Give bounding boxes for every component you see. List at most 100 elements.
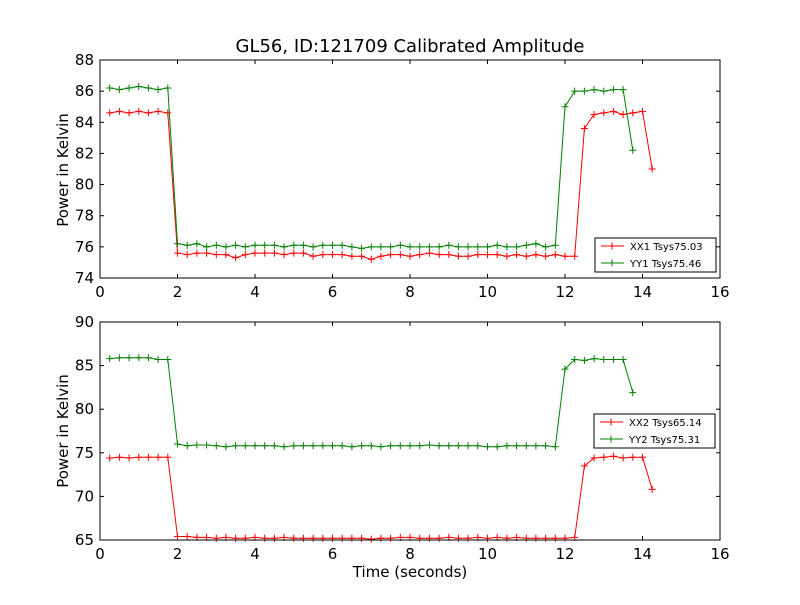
data-point-marker [387, 251, 395, 259]
data-point-marker [299, 241, 307, 249]
data-point-marker [115, 354, 123, 362]
data-point-marker [144, 84, 152, 92]
data-point-marker [406, 442, 414, 450]
data-point-marker [454, 534, 462, 542]
data-point-marker [513, 251, 521, 259]
data-point-marker [358, 534, 366, 542]
data-point-marker [106, 355, 114, 363]
legend-marker-yy1 [608, 259, 616, 267]
data-point-marker [290, 249, 298, 257]
data-point-marker [600, 109, 608, 117]
data-point-marker [299, 534, 307, 542]
top-series [106, 83, 656, 263]
data-point-marker [329, 241, 336, 249]
data-point-marker [454, 442, 462, 450]
data-point-marker [493, 443, 501, 451]
data-point-marker [183, 442, 191, 450]
data-point-marker [154, 356, 162, 363]
data-point-marker [551, 241, 559, 249]
data-point-marker [348, 443, 356, 451]
data-point-marker [125, 84, 133, 92]
data-point-marker [319, 241, 327, 249]
data-point-marker [174, 249, 181, 257]
data-point-marker [135, 83, 143, 90]
data-point-marker [416, 442, 424, 450]
data-point-marker [580, 125, 588, 132]
data-point-marker [648, 165, 656, 173]
x-tick-label: 4 [250, 545, 260, 563]
data-point-marker [590, 355, 598, 363]
data-point-marker [484, 251, 491, 259]
data-point-marker [590, 454, 598, 462]
y-axis-label-bottom: Power in Kelvin [54, 374, 72, 488]
data-point-marker [183, 241, 191, 249]
data-point-marker [261, 241, 269, 249]
data-point-marker [280, 443, 288, 451]
data-point-marker [425, 249, 433, 257]
x-tick-label: 6 [328, 545, 338, 563]
data-point-marker [639, 453, 646, 461]
legend-label-xx2: XX2 Tsys65.14 [629, 418, 702, 429]
data-point-marker [580, 87, 588, 95]
data-point-marker [193, 249, 201, 257]
data-point-marker [222, 443, 230, 451]
y-tick-label: 84 [75, 113, 94, 131]
data-point-marker [609, 452, 617, 460]
data-point-marker [639, 107, 646, 115]
y-tick-label: 90 [75, 313, 94, 331]
y-tick-label: 85 [75, 357, 94, 375]
series-line-yy [109, 85, 634, 249]
x-tick-label: 14 [633, 283, 652, 301]
data-point-marker [435, 442, 443, 450]
data-point-marker [600, 356, 608, 363]
x-tick-label: 10 [478, 283, 497, 301]
data-point-marker [348, 243, 356, 251]
data-point-marker [551, 534, 559, 542]
data-point-marker [522, 241, 530, 249]
chart-title: GL56, ID:121709 Calibrated Amplitude [236, 36, 585, 57]
data-point-marker [232, 241, 240, 249]
data-point-marker [425, 243, 433, 251]
data-point-marker [396, 241, 404, 249]
data-point-marker [445, 442, 453, 450]
x-tick-label: 14 [633, 545, 652, 563]
y-tick-label: 86 [75, 82, 94, 100]
data-point-marker [261, 442, 269, 450]
data-point-marker [183, 533, 191, 540]
data-point-marker [232, 254, 240, 262]
data-point-marker [493, 241, 501, 249]
data-point-marker [416, 243, 424, 251]
data-point-marker [629, 389, 637, 397]
data-point-marker [338, 534, 346, 542]
data-point-marker [338, 251, 346, 259]
data-point-marker [503, 534, 511, 542]
y-tick-label: 82 [75, 144, 94, 162]
data-point-marker [115, 453, 123, 461]
legend-marker-xx2 [607, 418, 615, 426]
data-point-marker [600, 453, 608, 461]
data-point-marker [503, 442, 511, 450]
data-point-marker [609, 107, 617, 115]
data-point-marker [203, 249, 211, 257]
data-point-marker [454, 252, 462, 260]
data-point-marker [251, 249, 259, 257]
data-point-marker [270, 442, 278, 450]
legend-marker-yy2 [607, 435, 615, 443]
data-point-marker [367, 243, 375, 251]
bottom-ticks: 0 2 4 6 8 10 12 14 16 65 70 75 80 85 90 [75, 313, 730, 563]
data-point-marker [454, 243, 462, 251]
data-point-marker [241, 442, 249, 450]
data-point-marker [619, 86, 627, 94]
data-point-marker [154, 453, 162, 461]
data-point-marker [309, 534, 317, 542]
data-point-marker [280, 243, 288, 251]
data-point-marker [464, 243, 472, 251]
data-point-marker [174, 240, 181, 248]
data-point-marker [135, 354, 143, 362]
data-point-marker [212, 442, 220, 450]
legend-label-xx1: XX1 Tsys75.03 [630, 242, 703, 253]
data-point-marker [571, 87, 579, 95]
data-point-marker [571, 252, 579, 260]
data-point-marker [561, 103, 569, 111]
data-point-marker [464, 252, 472, 260]
